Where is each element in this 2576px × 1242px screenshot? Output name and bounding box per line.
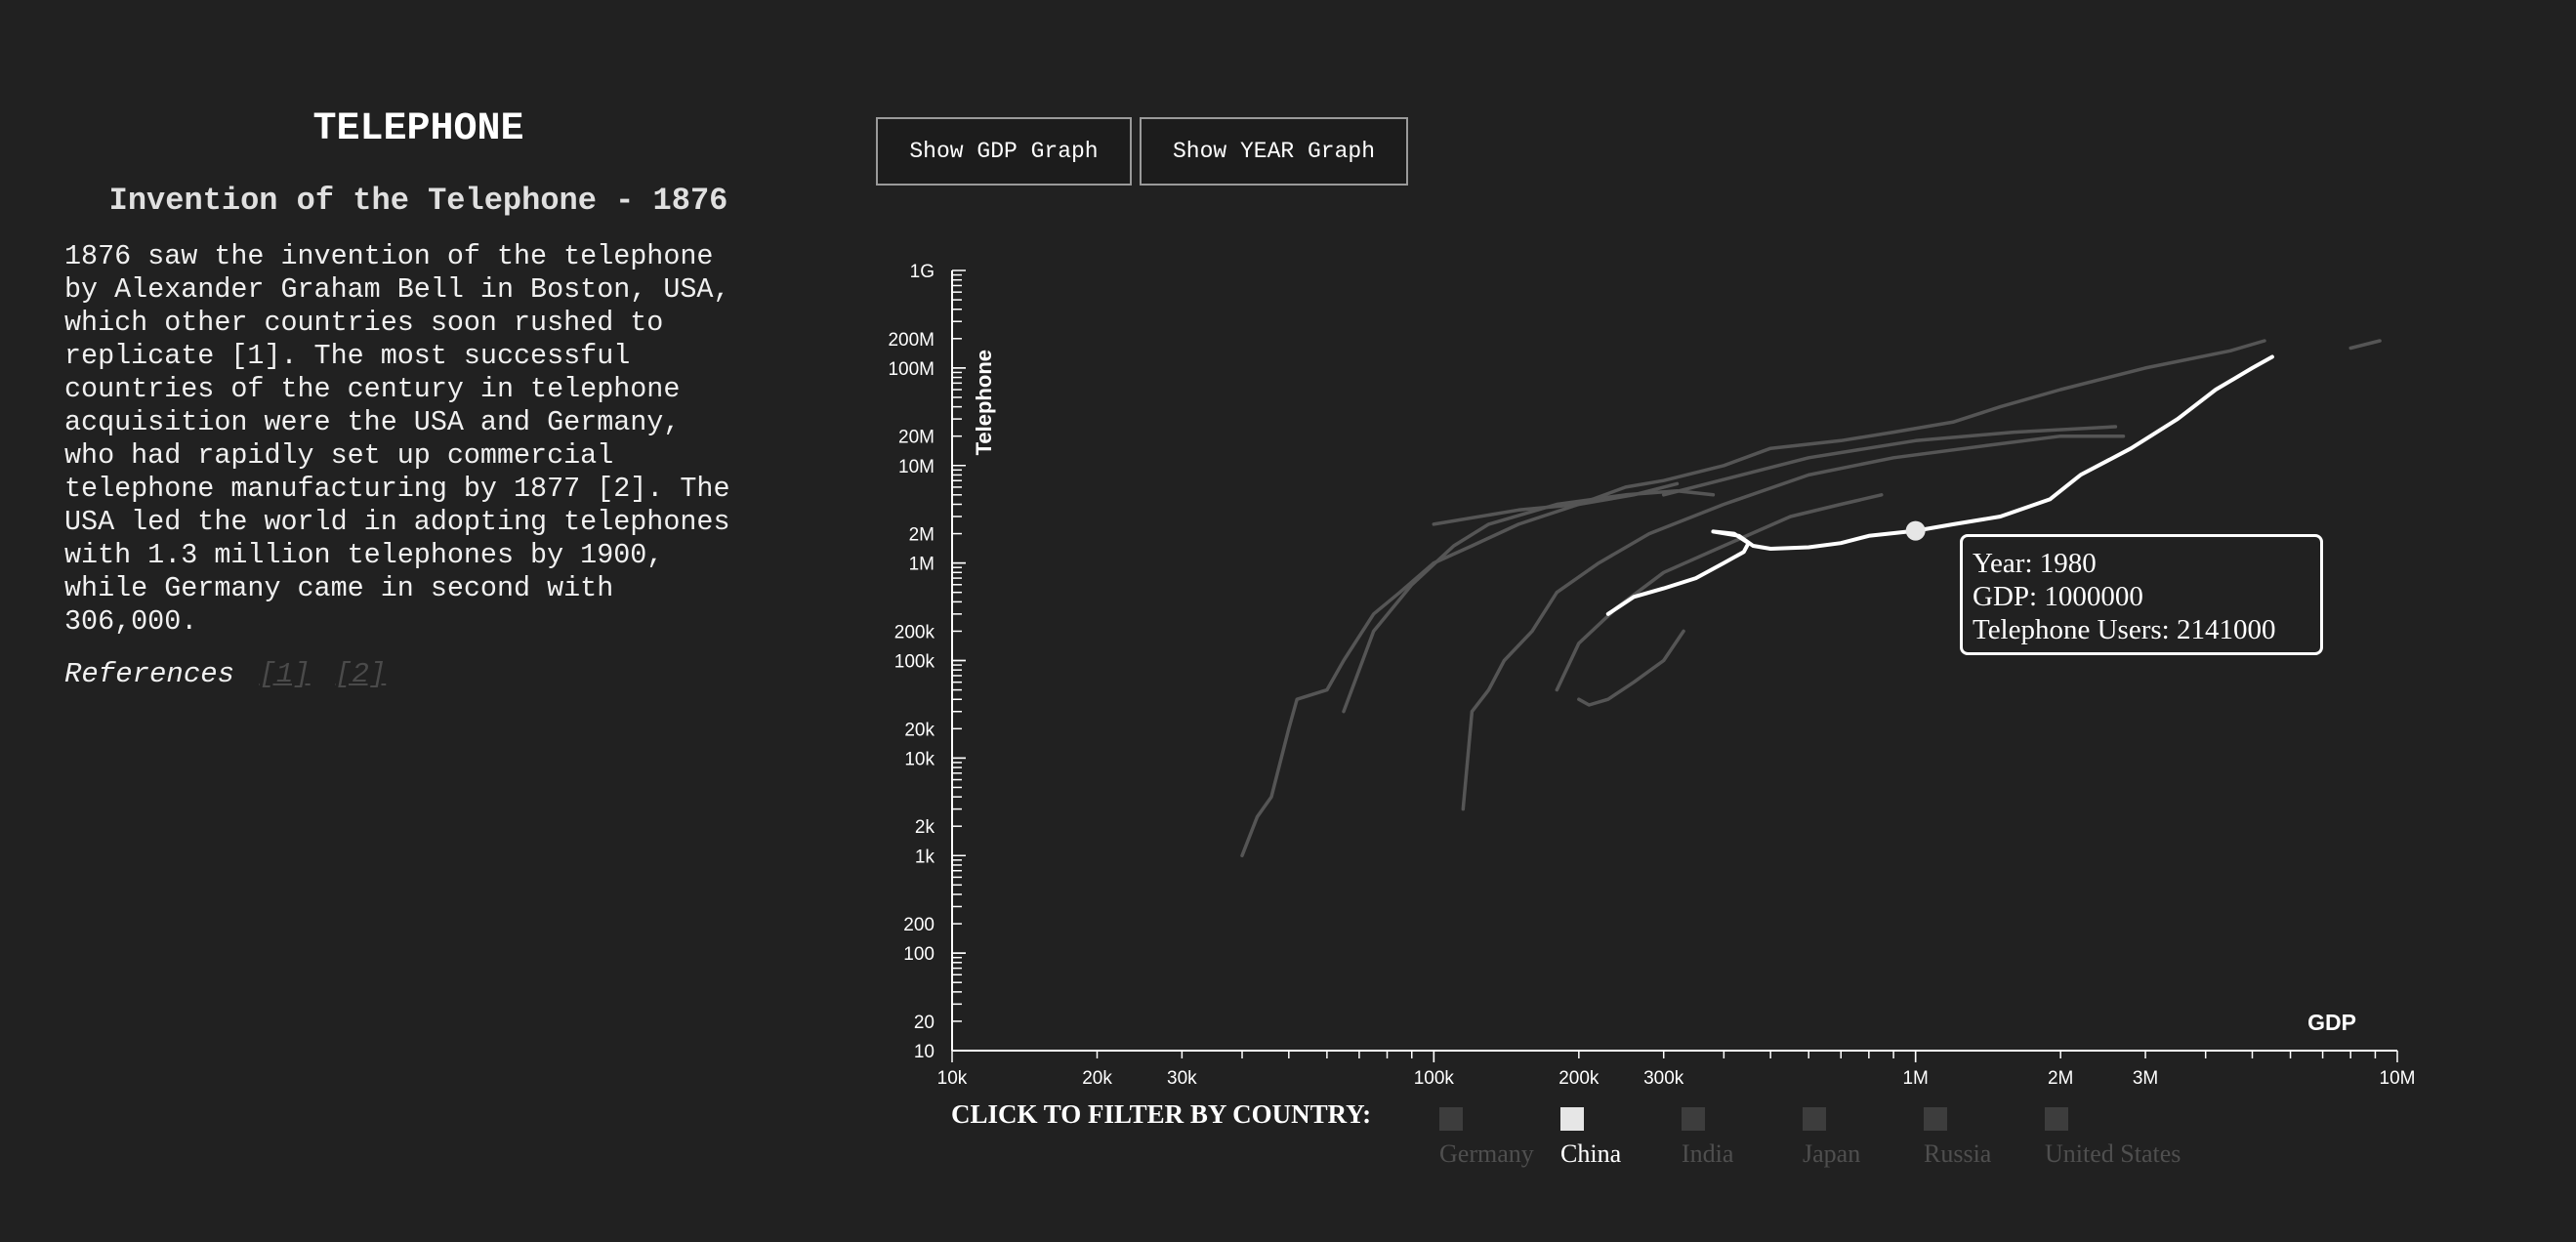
- country-name[interactable]: Japan: [1803, 1139, 1861, 1168]
- country-swatch[interactable]: [1560, 1107, 1584, 1131]
- country-swatch[interactable]: [2045, 1107, 2068, 1131]
- references-label: References: [64, 658, 235, 690]
- y-tick-label: 1G: [910, 262, 935, 282]
- series-line-5: [1555, 493, 1884, 692]
- filter-country-russia[interactable]: Russia: [1924, 1107, 1991, 1169]
- filter-country-india[interactable]: India: [1682, 1107, 1733, 1169]
- y-tick-label: 10: [914, 1042, 935, 1062]
- highlight-point: [1905, 520, 1926, 541]
- x-tick-label: 10k: [937, 1068, 968, 1089]
- subtitle: Invention of the Telephone - 1876: [108, 183, 728, 219]
- country-swatch[interactable]: [1439, 1107, 1463, 1131]
- country-swatch[interactable]: [1803, 1107, 1826, 1131]
- filter-country-china[interactable]: China: [1560, 1107, 1621, 1169]
- data-tooltip: Year: 1980 GDP: 1000000 Telephone Users:…: [1960, 534, 2323, 655]
- x-axis-label: GDP: [2307, 1010, 2356, 1035]
- filter-country-germany[interactable]: Germany: [1439, 1107, 1534, 1169]
- tooltip-gdp: GDP: 1000000: [1973, 581, 2143, 612]
- country-name[interactable]: Russia: [1924, 1139, 1992, 1168]
- page-title: TELEPHONE: [312, 107, 524, 151]
- tooltip-year: Year: 1980: [1973, 548, 2097, 579]
- country-swatch[interactable]: [1924, 1107, 1947, 1131]
- references: References [1] [2]: [64, 658, 787, 690]
- y-tick-label: 20M: [898, 428, 935, 448]
- country-name[interactable]: India: [1682, 1139, 1734, 1168]
- y-tick-label: 100M: [888, 359, 935, 380]
- reference-link-2[interactable]: [2]: [335, 658, 387, 690]
- x-tick-label: 30k: [1167, 1068, 1197, 1089]
- series-line-7: [1661, 425, 2118, 497]
- y-tick-label: 10M: [898, 457, 935, 477]
- tooltip-users: Telephone Users: 2141000: [1973, 614, 2276, 645]
- x-tick-label: 10M: [2380, 1068, 2416, 1089]
- x-tick-label: 200k: [1558, 1068, 1600, 1089]
- y-tick-label: 200: [903, 915, 935, 935]
- series-line-3: [1342, 488, 1716, 714]
- filter-country-japan[interactable]: Japan: [1803, 1107, 1860, 1169]
- country-name[interactable]: United States: [2045, 1139, 2181, 1168]
- y-tick-label: 10k: [904, 749, 935, 769]
- x-tick-label: 3M: [2133, 1068, 2158, 1089]
- series-line-6: [1577, 629, 1685, 707]
- series-line-4: [1432, 481, 1680, 526]
- filter-country-united-states[interactable]: United States: [2045, 1107, 2181, 1169]
- y-tick-label: 20: [914, 1013, 935, 1033]
- country-swatch[interactable]: [1682, 1107, 1705, 1131]
- x-tick-label: 2M: [2048, 1068, 2073, 1089]
- x-tick-label: 1M: [1902, 1068, 1928, 1089]
- y-tick-label: 20k: [904, 720, 935, 740]
- country-name[interactable]: Germany: [1439, 1139, 1534, 1168]
- show-gdp-graph-button[interactable]: Show GDP Graph: [876, 117, 1132, 186]
- y-tick-label: 2k: [915, 817, 935, 838]
- country-filter-label: CLICK TO FILTER BY COUNTRY:: [951, 1099, 1372, 1129]
- y-tick-label: 2M: [909, 525, 935, 546]
- x-tick-label: 300k: [1643, 1068, 1684, 1089]
- y-tick-label: 100k: [894, 652, 935, 673]
- y-tick-label: 200k: [894, 622, 935, 642]
- series-line-selected: [1605, 354, 2274, 616]
- y-tick-label: 1M: [909, 555, 935, 575]
- series-line-2: [1461, 434, 2126, 811]
- y-tick-label: 100: [903, 944, 935, 965]
- reference-link-1[interactable]: [1]: [259, 658, 311, 690]
- series-line-8: [2348, 339, 2382, 351]
- info-panel: TELEPHONE Invention of the Telephone - 1…: [64, 107, 787, 690]
- y-tick-label: 1k: [915, 847, 935, 867]
- description-text: 1876 saw the invention of the telephone …: [64, 240, 730, 638]
- x-tick-label: 100k: [1414, 1068, 1455, 1089]
- y-axis-label: Telephone: [972, 350, 996, 455]
- country-name[interactable]: China: [1560, 1139, 1622, 1168]
- x-tick-label: 20k: [1082, 1068, 1112, 1089]
- y-tick-label: 200M: [888, 330, 935, 351]
- show-year-graph-button[interactable]: Show YEAR Graph: [1140, 117, 1408, 186]
